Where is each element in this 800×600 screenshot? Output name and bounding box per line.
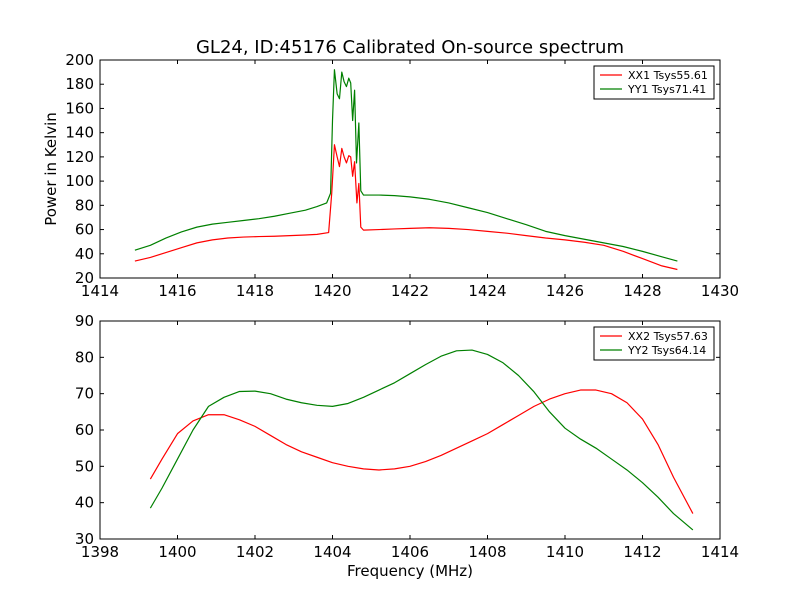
series-line-xx1 (134, 144, 678, 271)
legend-entry: YY2 Tsys64.14 (627, 344, 706, 357)
x-tick-label: 1420 (313, 282, 351, 300)
x-axis-label: Frequency (MHz) (347, 562, 473, 580)
y-tick-label: 140 (65, 124, 94, 142)
series-line-xx2 (149, 389, 694, 514)
x-tick-label: 1414 (701, 543, 739, 561)
x-tick-label: 1400 (158, 543, 196, 561)
y-tick-label: 60 (75, 221, 94, 239)
y-tick-label: 80 (75, 348, 94, 366)
y-tick-label: 20 (75, 269, 94, 287)
y-tick-label: 40 (75, 494, 94, 512)
y-tick-label: 180 (65, 75, 94, 93)
x-tick-label: 1424 (468, 282, 506, 300)
y-tick-label: 50 (75, 457, 94, 475)
figure-title: GL24, ID:45176 Calibrated On-source spec… (196, 37, 624, 58)
x-tick-label: 1410 (546, 543, 584, 561)
x-tick-label: 1404 (313, 543, 351, 561)
x-tick-label: 1426 (546, 282, 584, 300)
series-line-yy1 (134, 69, 678, 262)
y-tick-label: 100 (65, 172, 94, 190)
y-tick-label: 160 (65, 99, 94, 117)
x-tick-label: 1406 (391, 543, 429, 561)
x-tick-label: 1398 (81, 543, 119, 561)
y-tick-label: 40 (75, 245, 94, 263)
y-axis-label: Power in Kelvin (42, 112, 60, 226)
y-tick-label: 120 (65, 148, 94, 166)
legend-entry: XX2 Tsys57.63 (628, 330, 708, 343)
y-tick-label: 60 (75, 421, 94, 439)
y-tick-label: 80 (75, 196, 94, 214)
x-tick-label: 1422 (391, 282, 429, 300)
series-line-yy2 (149, 349, 694, 531)
x-tick-label: 1408 (468, 543, 506, 561)
x-tick-label: 1414 (81, 282, 119, 300)
legend-entry: XX1 Tsys55.61 (628, 69, 708, 82)
y-tick-label: 30 (75, 530, 94, 548)
top-spectrum-panel: 1414 1416 1418 1420 1422 1424 1426 1428 1430 20 40… (42, 51, 739, 300)
x-tick-label: 1418 (236, 282, 274, 300)
legend-entry: YY1 Tsys71.41 (627, 83, 706, 96)
y-tick-label: 70 (75, 385, 94, 403)
x-tick-label: 1412 (623, 543, 661, 561)
y-tick-label: 200 (65, 51, 94, 69)
legend-box (593, 326, 715, 361)
x-tick-label: 1416 (158, 282, 196, 300)
x-tick-label: 1402 (236, 543, 274, 561)
bottom-spectrum-panel: 1398 1400 1402 1404 1406 1408 1410 1412 1414 30 40… (75, 312, 739, 580)
legend-box (593, 65, 715, 100)
x-tick-label: 1430 (701, 282, 739, 300)
x-tick-label: 1428 (623, 282, 661, 300)
y-tick-label: 90 (75, 312, 94, 330)
